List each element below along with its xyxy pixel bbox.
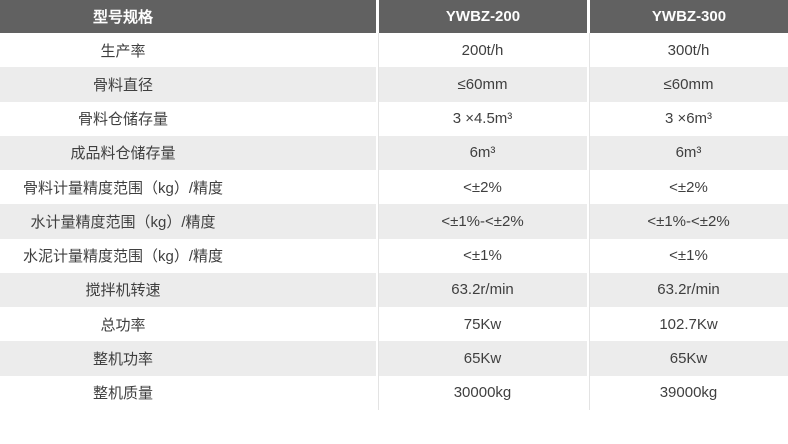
row-label: 骨料直径: [0, 67, 376, 102]
value-cell-ywbz200: <±1%: [376, 238, 587, 273]
value-cell-ywbz300: 3 ×6m³: [587, 101, 788, 136]
value-cell-ywbz200: 6m³: [376, 135, 587, 170]
value-cell-ywbz300: <±1%-<±2%: [587, 204, 788, 239]
table-row: 生产率 200t/h 300t/h: [0, 33, 788, 68]
value-cell-ywbz300: 300t/h: [587, 33, 788, 68]
row-label: 总功率: [0, 307, 376, 342]
value-cell-ywbz200: ≤60mm: [376, 67, 587, 102]
row-label: 水计量精度范围（kg）/精度: [0, 204, 376, 239]
value-cell-ywbz200: 30000kg: [376, 375, 587, 410]
value-cell-ywbz300: 65Kw: [587, 341, 788, 376]
row-label: 骨料计量精度范围（kg）/精度: [0, 170, 376, 205]
row-label: 整机功率: [0, 341, 376, 376]
value-cell-ywbz200: 63.2r/min: [376, 272, 587, 307]
value-cell-ywbz300: 6m³: [587, 135, 788, 170]
table-row: 成品料仓储存量 6m³ 6m³: [0, 135, 788, 170]
table-row: 水泥计量精度范围（kg）/精度 <±1% <±1%: [0, 238, 788, 273]
value-cell-ywbz300: <±1%: [587, 238, 788, 273]
value-cell-ywbz200: 75Kw: [376, 307, 587, 342]
value-cell-ywbz200: <±1%-<±2%: [376, 204, 587, 239]
column-header-ywbz-300: YWBZ-300: [587, 0, 788, 33]
value-cell-ywbz300: 102.7Kw: [587, 307, 788, 342]
table-row: 总功率 75Kw 102.7Kw: [0, 307, 788, 342]
value-cell-ywbz300: ≤60mm: [587, 67, 788, 102]
product-spec-table: 型号规格 YWBZ-200 YWBZ-300 生产率 200t/h 300t/h…: [0, 0, 788, 410]
value-cell-ywbz200: 3 ×4.5m³: [376, 101, 587, 136]
value-cell-ywbz300: 39000kg: [587, 375, 788, 410]
row-label: 整机质量: [0, 375, 376, 410]
table-row: 整机功率 65Kw 65Kw: [0, 341, 788, 376]
header-row: 型号规格 YWBZ-200 YWBZ-300: [0, 0, 788, 33]
value-cell-ywbz200: 65Kw: [376, 341, 587, 376]
value-cell-ywbz300: 63.2r/min: [587, 272, 788, 307]
value-cell-ywbz200: <±2%: [376, 170, 587, 205]
row-label: 搅拌机转速: [0, 272, 376, 307]
table-row: 骨料直径 ≤60mm ≤60mm: [0, 67, 788, 102]
row-label: 骨料仓储存量: [0, 101, 376, 136]
table-row: 搅拌机转速 63.2r/min 63.2r/min: [0, 272, 788, 307]
value-cell-ywbz300: <±2%: [587, 170, 788, 205]
column-header-ywbz-200: YWBZ-200: [376, 0, 587, 33]
row-label: 生产率: [0, 33, 376, 68]
value-cell-ywbz200: 200t/h: [376, 33, 587, 68]
row-label: 水泥计量精度范围（kg）/精度: [0, 238, 376, 273]
table-row: 水计量精度范围（kg）/精度 <±1%-<±2% <±1%-<±2%: [0, 204, 788, 239]
table-row: 骨料计量精度范围（kg）/精度 <±2% <±2%: [0, 170, 788, 205]
row-label: 成品料仓储存量: [0, 135, 376, 170]
column-header-model-spec: 型号规格: [0, 0, 376, 33]
table-row: 整机质量 30000kg 39000kg: [0, 375, 788, 410]
table-row: 骨料仓储存量 3 ×4.5m³ 3 ×6m³: [0, 101, 788, 136]
